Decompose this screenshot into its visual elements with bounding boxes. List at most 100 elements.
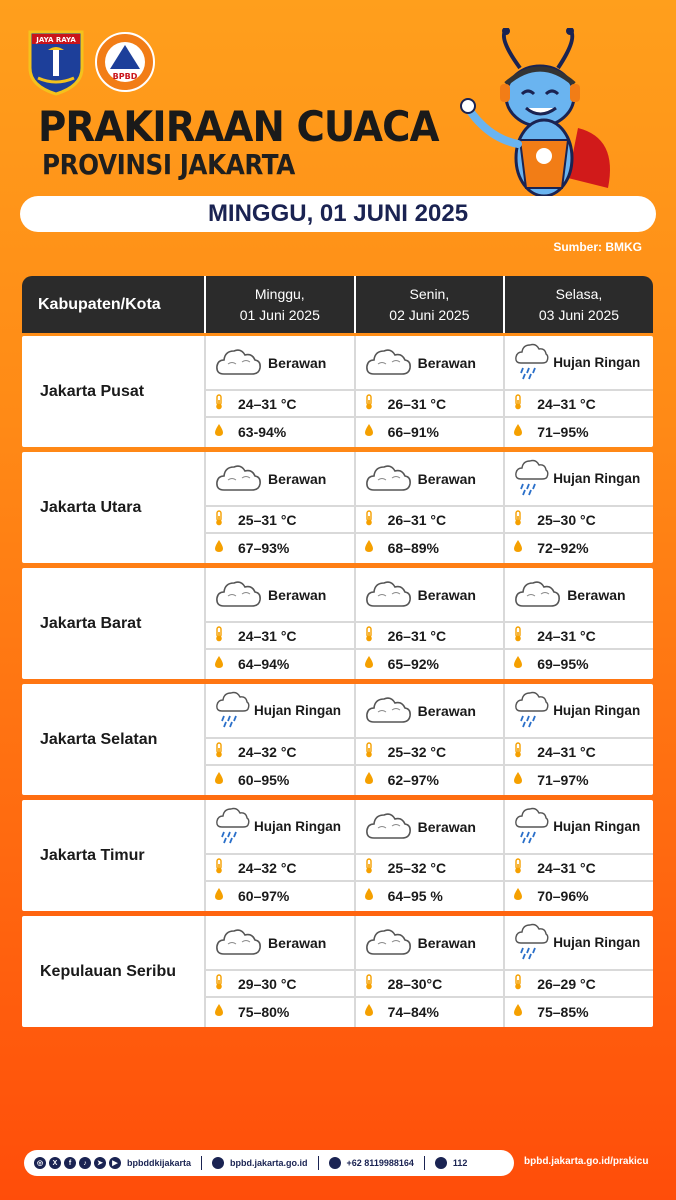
table-row: Jakarta Pusat Berawan 24–31 °C 63-94% Berawa…: [22, 336, 653, 447]
instagram-icon[interactable]: ◎: [34, 1157, 46, 1169]
temperature-value: 26–31 °C: [387, 395, 447, 412]
forecast-cell: Berawan 25–32 °C 62–97%: [353, 684, 504, 795]
humidity-value: 71–97%: [537, 771, 589, 788]
forecast-cell: Berawan 24–31 °C 63-94%: [204, 336, 354, 447]
page-subtitle: PROVINSI JAKARTA: [42, 148, 295, 181]
humidity-value: 60–97%: [238, 887, 290, 904]
tiktok-icon[interactable]: ♪: [79, 1157, 91, 1169]
humidity-drop-icon: [364, 1003, 374, 1020]
humidity-row: 64–95 %: [356, 882, 504, 909]
humidity-drop-icon: [513, 539, 523, 556]
forecast-url[interactable]: bpbd.jakarta.go.id/prakicu: [524, 1156, 649, 1167]
forecast-cell: Hujan Ringan 25–30 °C 72–92%: [503, 452, 653, 563]
weather-label: Berawan: [417, 702, 476, 719]
humidity-drop-icon: [364, 655, 374, 672]
source-label: Sumber: BMKG: [553, 240, 642, 254]
telegram-icon[interactable]: ➤: [94, 1157, 106, 1169]
humidity-value: 69–95%: [537, 655, 589, 672]
humidity-value: 66–91%: [387, 423, 439, 440]
city-name: Jakarta Selatan: [40, 730, 158, 748]
rain-cloud-icon: [513, 805, 549, 848]
x-twitter-icon[interactable]: X: [49, 1157, 61, 1169]
city-name: Jakarta Barat: [40, 614, 142, 632]
rain-cloud-icon: [513, 457, 549, 500]
table-row: Kepulauan Seribu Berawan 29–30 °C 75–80% Ber…: [22, 916, 653, 1027]
humidity-row: 74–84%: [356, 998, 504, 1025]
weather-condition: Berawan: [355, 336, 504, 391]
weather-label: Berawan: [268, 354, 327, 371]
forecast-cell: Berawan 26–31 °C 65–92%: [353, 568, 504, 679]
weather-condition: Berawan: [505, 568, 653, 623]
temperature-row: 24–31 °C: [206, 623, 354, 650]
thermometer-icon: [364, 858, 374, 877]
forecast-cell: Berawan 25–32 °C 64–95 %: [353, 800, 504, 911]
temperature-row: 24–31 °C: [505, 739, 653, 766]
weather-label: Berawan: [417, 586, 476, 603]
humidity-drop-icon: [214, 1003, 224, 1020]
humidity-drop-icon: [513, 771, 523, 788]
column-header-day-1: Minggu, 01 Juni 2025: [204, 276, 354, 333]
phone-number[interactable]: +62 8119988164: [346, 1158, 414, 1168]
table-row: Jakarta Timur Hujan Ringan 24–32 °C 60–97% B…: [22, 800, 653, 911]
humidity-drop-icon: [214, 655, 224, 672]
youtube-icon[interactable]: ▶: [109, 1157, 121, 1169]
humidity-drop-icon: [513, 887, 523, 904]
city-name: Jakarta Utara: [40, 498, 142, 516]
weather-label: Hujan Ringan: [553, 355, 641, 370]
humidity-value: 63-94%: [238, 423, 287, 440]
thermometer-icon: [214, 974, 224, 993]
city-name: Jakarta Timur: [40, 846, 145, 864]
humidity-value: 68–89%: [387, 539, 439, 556]
temperature-value: 24–31 °C: [238, 395, 297, 412]
thermometer-icon: [214, 510, 224, 529]
table-row: Jakarta Barat Berawan 24–31 °C 64–94% Berawa…: [22, 568, 653, 679]
table-header: Kabupaten/Kota Minggu, 01 Juni 2025 Senin, 0…: [22, 276, 653, 333]
humidity-value: 64–94%: [238, 655, 290, 672]
emergency-number[interactable]: 112: [452, 1158, 468, 1168]
temperature-row: 24–32 °C: [206, 855, 354, 882]
humidity-row: 75–85%: [505, 998, 653, 1025]
header-line: 02 Juni 2025: [389, 306, 470, 323]
humidity-value: 70–96%: [537, 887, 589, 904]
temperature-value: 24–31 °C: [537, 395, 596, 412]
facebook-icon[interactable]: f: [64, 1157, 76, 1169]
thermometer-icon: [513, 742, 523, 761]
humidity-value: 71–95%: [537, 423, 589, 440]
weather-label: Berawan: [417, 354, 476, 371]
humidity-drop-icon: [364, 539, 374, 556]
humidity-row: 69–95%: [505, 650, 653, 677]
temperature-row: 24–31 °C: [206, 391, 354, 418]
weather-condition: Hujan Ringan: [505, 684, 653, 739]
weather-label: Berawan: [417, 470, 476, 487]
cloud-icon: [214, 576, 262, 613]
ant-mascot-illustration: [460, 28, 610, 198]
table-row: Jakarta Selatan Hujan Ringan 24–32 °C 60–95…: [22, 684, 653, 795]
column-header-day-2: Senin, 02 Juni 2025: [353, 276, 504, 333]
table-row: Jakarta Utara Berawan 25–31 °C 67–93% Berawa…: [22, 452, 653, 563]
table-body: Jakarta Pusat Berawan 24–31 °C 63-94% Berawa…: [22, 336, 653, 1027]
rain-cloud-icon: [214, 805, 250, 848]
jakarta-emblem-logo: JAYA RAYA: [28, 30, 84, 96]
website-link[interactable]: bpbd.jakarta.go.id: [230, 1158, 308, 1168]
cloud-icon: [364, 808, 412, 845]
thermometer-icon: [513, 510, 523, 529]
forecast-cell: Berawan 29–30 °C 75–80%: [204, 916, 354, 1027]
weather-label: Hujan Ringan: [254, 819, 341, 834]
forecast-cell: Berawan 26–31 °C 68–89%: [353, 452, 504, 563]
social-handle[interactable]: bpbddkijakarta: [127, 1158, 192, 1168]
rain-cloud-icon: [513, 921, 549, 964]
column-header-day-3: Selasa, 03 Juni 2025: [503, 276, 653, 333]
cloud-icon: [364, 344, 412, 381]
cloud-icon: [214, 460, 262, 497]
thermometer-icon: [364, 626, 374, 645]
humidity-value: 74–84%: [387, 1003, 439, 1020]
thermometer-icon: [214, 742, 224, 761]
temperature-row: 26–31 °C: [355, 623, 504, 650]
header-line: Kabupaten/Kota: [38, 295, 161, 313]
temperature-value: 26–31 °C: [387, 511, 447, 528]
temperature-value: 25–32 °C: [387, 859, 447, 876]
forecast-cell: Hujan Ringan 24–32 °C 60–95%: [204, 684, 354, 795]
rain-cloud-icon: [513, 689, 549, 732]
forecast-cell: Hujan Ringan 24–31 °C 71–95%: [503, 336, 653, 447]
temperature-value: 28–30°C: [387, 975, 443, 992]
